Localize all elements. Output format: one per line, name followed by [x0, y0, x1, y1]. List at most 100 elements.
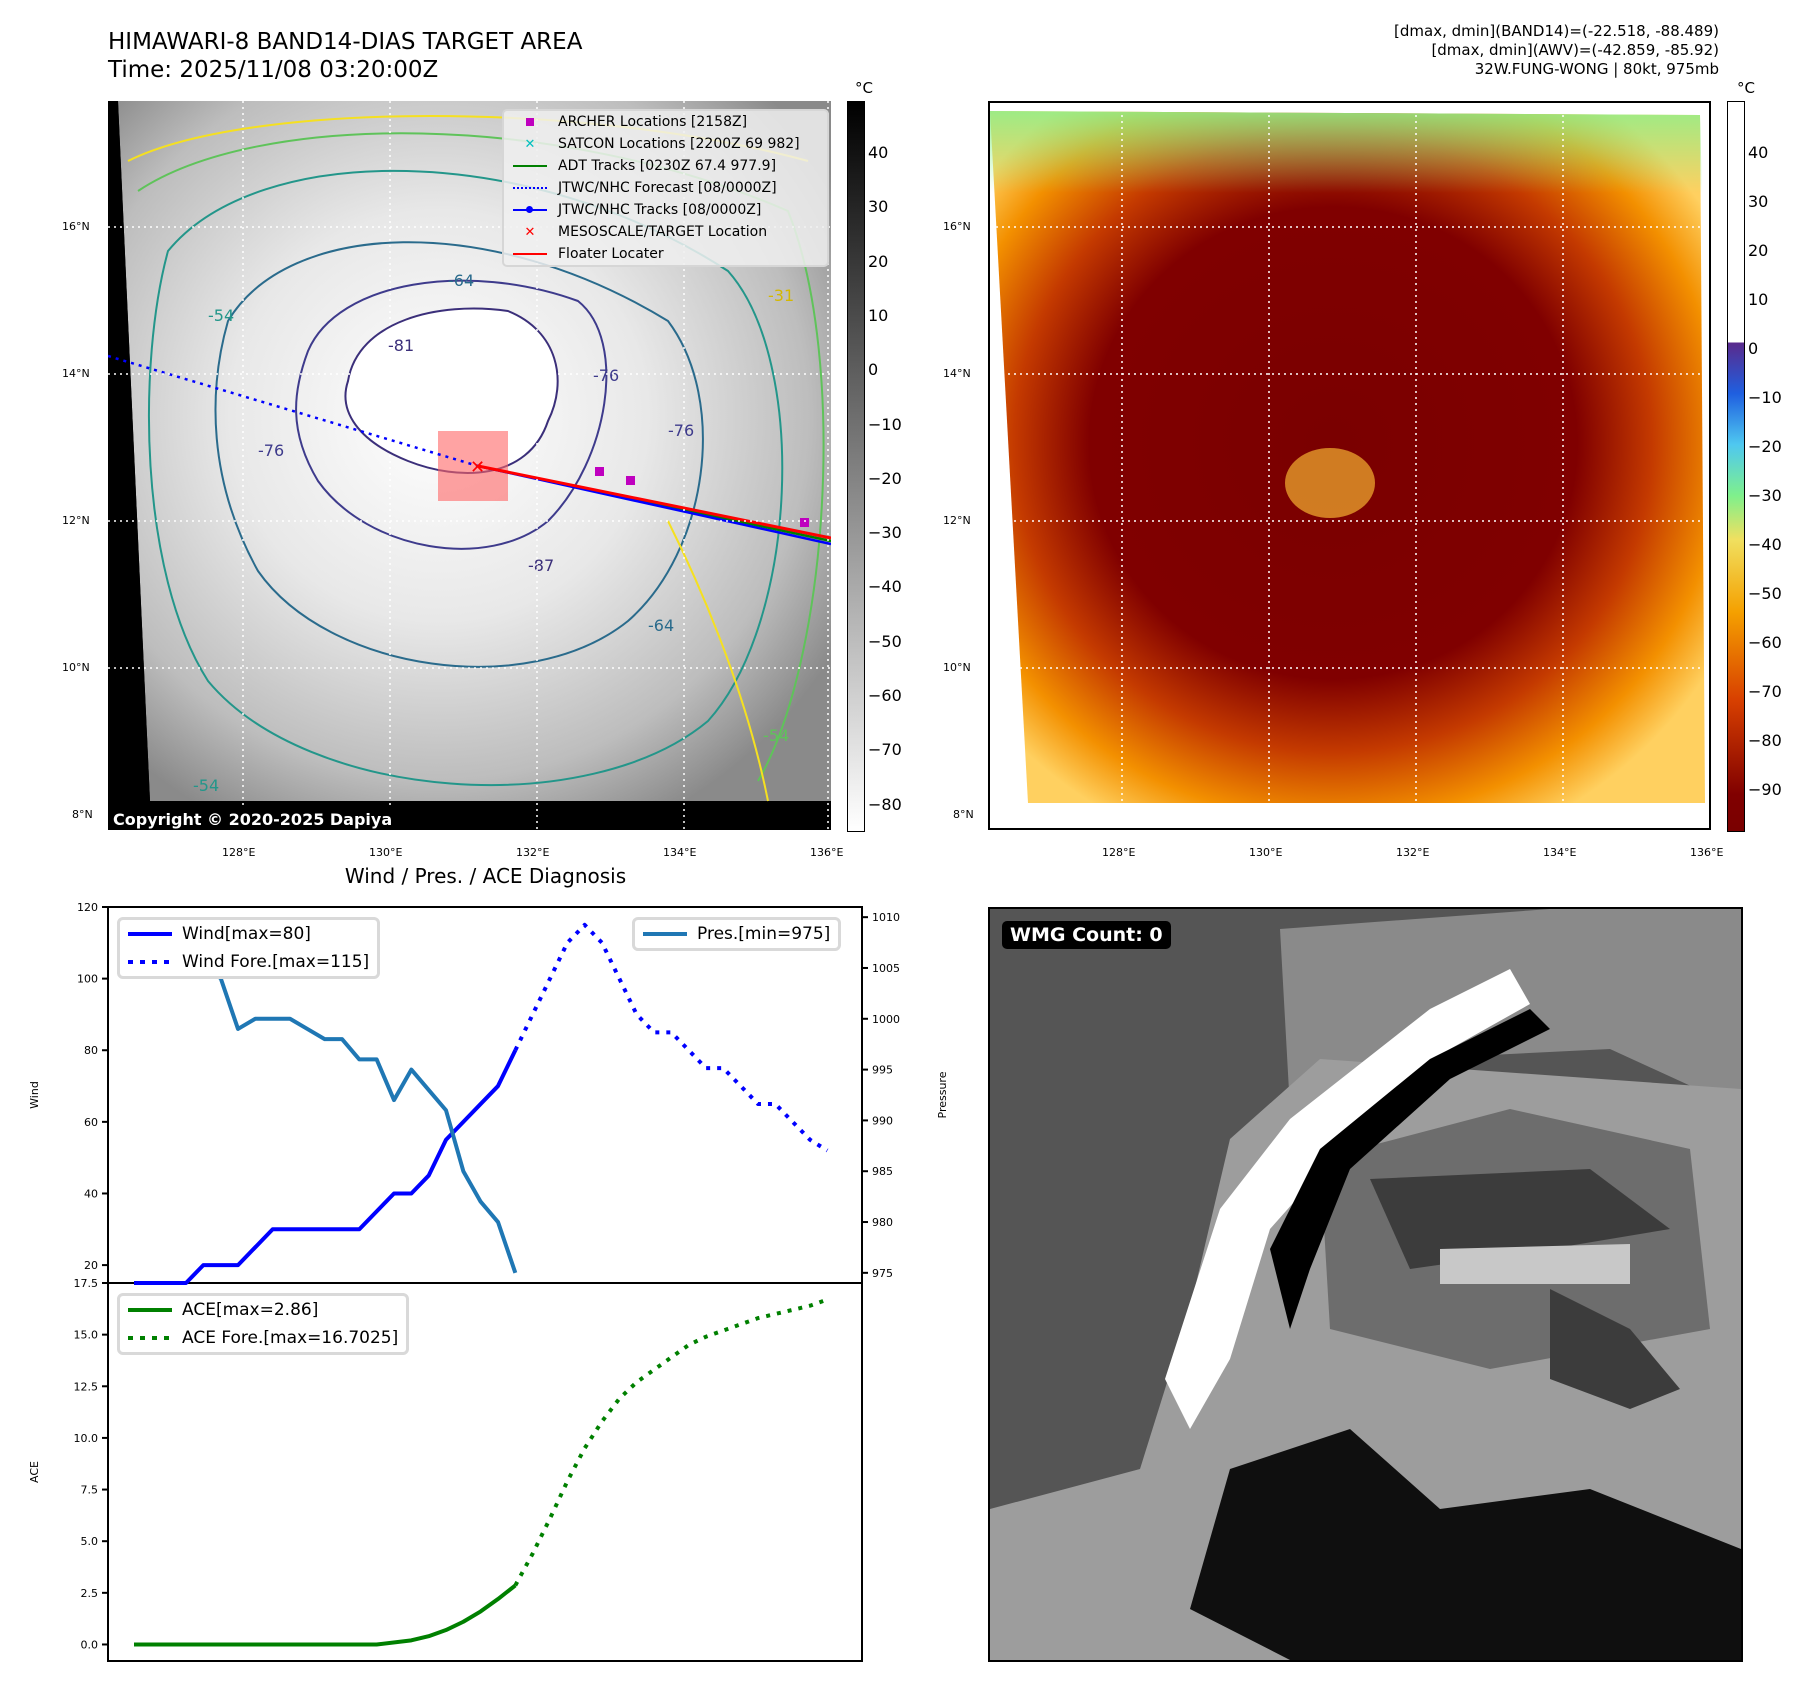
contour-label: -76: [258, 441, 284, 460]
contour-label: -54: [763, 726, 789, 745]
contour-label: -54: [208, 306, 234, 325]
colorbar-unit: °C: [855, 79, 873, 97]
legend-label: ADT Tracks [0230Z 67.4 977.9]: [558, 158, 777, 174]
colorbar-tick: −50: [1748, 584, 1782, 603]
legend-item: ARCHER Locations [2158Z]: [504, 111, 827, 133]
colorbar-tick: −20: [1748, 437, 1782, 456]
archer-marker: [595, 467, 604, 476]
legend-label: ARCHER Locations [2158Z]: [558, 114, 748, 130]
lon-tick: 136°E: [810, 846, 844, 859]
title-line-2: Time: 2025/11/08 03:20:00Z: [108, 57, 439, 83]
legend-item: ✕ SATCON Locations [2200Z 69 982]: [504, 133, 827, 155]
legend-label: ACE Fore.[max=16.7025]: [182, 1328, 399, 1348]
awv-colorbar: [1727, 101, 1745, 832]
legend-label: ACE[max=2.86]: [182, 1300, 319, 1320]
y-axis-label: Wind: [28, 1081, 41, 1109]
wmg-image: [990, 909, 1741, 1660]
legend-label: JTWC/NHC Forecast [08/0000Z]: [558, 180, 777, 196]
y-right-tick-label: 980: [872, 1216, 893, 1229]
y-tick-label: 7.5: [81, 1484, 99, 1497]
info-storm: 32W.FUNG-WONG | 80kt, 975mb: [1474, 60, 1719, 78]
contour-label: -81: [388, 336, 414, 355]
lat-tick: 16°N: [62, 220, 90, 233]
colorbar-tick: −90: [1748, 780, 1782, 799]
y-tick-label: 12.5: [74, 1380, 99, 1393]
diagnosis-title: Wind / Pres. / ACE Diagnosis: [344, 864, 627, 888]
legend-item: JTWC/NHC Tracks [08/0000Z]: [504, 199, 827, 221]
colorbar-tick: −50: [868, 631, 902, 651]
y-tick-label: 120: [77, 901, 98, 914]
line-dot-icon: [510, 206, 550, 213]
legend-item: ADT Tracks [0230Z 67.4 977.9]: [504, 155, 827, 177]
series-pres-line: [132, 926, 518, 1274]
line-icon: [510, 253, 550, 255]
y-tick-label: 20: [84, 1259, 98, 1272]
y-tick-label: 15.0: [74, 1329, 99, 1342]
legend-item: ✕ MESOSCALE/TARGET Location: [504, 221, 827, 243]
colorbar-tick: −70: [1748, 682, 1782, 701]
copyright-label: Copyright © 2020-2025 Dapiya: [108, 809, 398, 830]
y-tick-label: 60: [84, 1116, 98, 1129]
lat-tick: 14°N: [943, 367, 971, 380]
y-right-tick-label: 975: [872, 1267, 893, 1280]
colorbar-tick: 10: [868, 305, 889, 325]
y-tick-label: 80: [84, 1044, 98, 1057]
pressure-legend: Pres.[min=975]: [632, 917, 842, 951]
colorbar-tick: 20: [1748, 241, 1769, 260]
ace-legend: ACE[max=2.86] ACE Fore.[max=16.7025]: [117, 1293, 410, 1355]
y-tick-label: 5.0: [81, 1535, 99, 1548]
series-windline: [134, 1049, 518, 1285]
lon-tick: 128°E: [1102, 846, 1136, 859]
ir-colorbar: [847, 101, 865, 832]
y-right-tick-label: 995: [872, 1064, 893, 1077]
ace-plot-frame: [107, 1282, 863, 1662]
contour-label: -76: [593, 366, 619, 385]
y-tick-label: 10.0: [74, 1432, 99, 1445]
colorbar-tick: −20: [868, 468, 902, 488]
lon-tick: 128°E: [222, 846, 256, 859]
x-icon: ✕: [524, 224, 536, 240]
colorbar-tick: −60: [1748, 633, 1782, 652]
y-right-tick-label: 985: [872, 1165, 893, 1178]
lon-tick: 134°E: [1543, 846, 1577, 859]
series-wind-fore-line: [513, 922, 829, 1153]
lon-tick: 132°E: [1396, 846, 1430, 859]
lat-tick: 16°N: [943, 220, 971, 233]
lat-tick: 10°N: [943, 661, 971, 674]
contour-label: -54: [193, 776, 219, 795]
colorbar-tick: −30: [1748, 486, 1782, 505]
lon-tick: 130°E: [1249, 846, 1283, 859]
solid-line-icon: [643, 932, 687, 936]
floater-locater-track: [477, 464, 831, 540]
archer-marker: [626, 476, 635, 485]
lat-tick: 8°N: [72, 808, 93, 821]
solid-line-icon: [128, 932, 172, 936]
solid-line-icon: [128, 1308, 172, 1312]
lat-tick: 14°N: [62, 367, 90, 380]
colorbar-tick: −60: [868, 686, 902, 705]
contour-label: -64: [448, 271, 474, 290]
lat-tick: 10°N: [62, 661, 90, 674]
colorbar-tick: 20: [868, 251, 889, 271]
lat-tick: 12°N: [943, 514, 971, 527]
y-tick-label: 100: [77, 973, 98, 986]
dotted-line-icon: [128, 960, 172, 964]
legend-label: MESOSCALE/TARGET Location: [558, 224, 768, 240]
wmg-count-badge: WMG Count: 0: [1002, 921, 1171, 949]
colorbar-tick: 40: [868, 143, 889, 162]
info-band14: [dmax, dmin](BAND14)=(-22.518, -88.489): [1394, 22, 1719, 40]
ir-map-panel: -81 -76 -76 -76 -64 -64 -54 -54 -54 -31 …: [108, 101, 831, 830]
wmg-panel: WMG Count: 0: [988, 907, 1743, 1662]
y-right-tick-label: 990: [872, 1114, 893, 1127]
colorbar-tick: 0: [868, 360, 879, 380]
y-tick-label: 40: [84, 1187, 98, 1200]
contour-label: -76: [668, 421, 694, 440]
legend-label: SATCON Locations [2200Z 69 982]: [558, 136, 800, 152]
y-right-axis-label: Pressure: [936, 1071, 949, 1118]
legend-label: Wind[max=80]: [182, 924, 311, 944]
legend-item-ace: ACE[max=2.86]: [120, 1296, 406, 1324]
colorbar-tick: 0: [1748, 339, 1759, 358]
colorbar-tick: 10: [1748, 290, 1769, 309]
contour-label: -31: [768, 286, 794, 305]
series-aceline: [134, 1583, 517, 1647]
